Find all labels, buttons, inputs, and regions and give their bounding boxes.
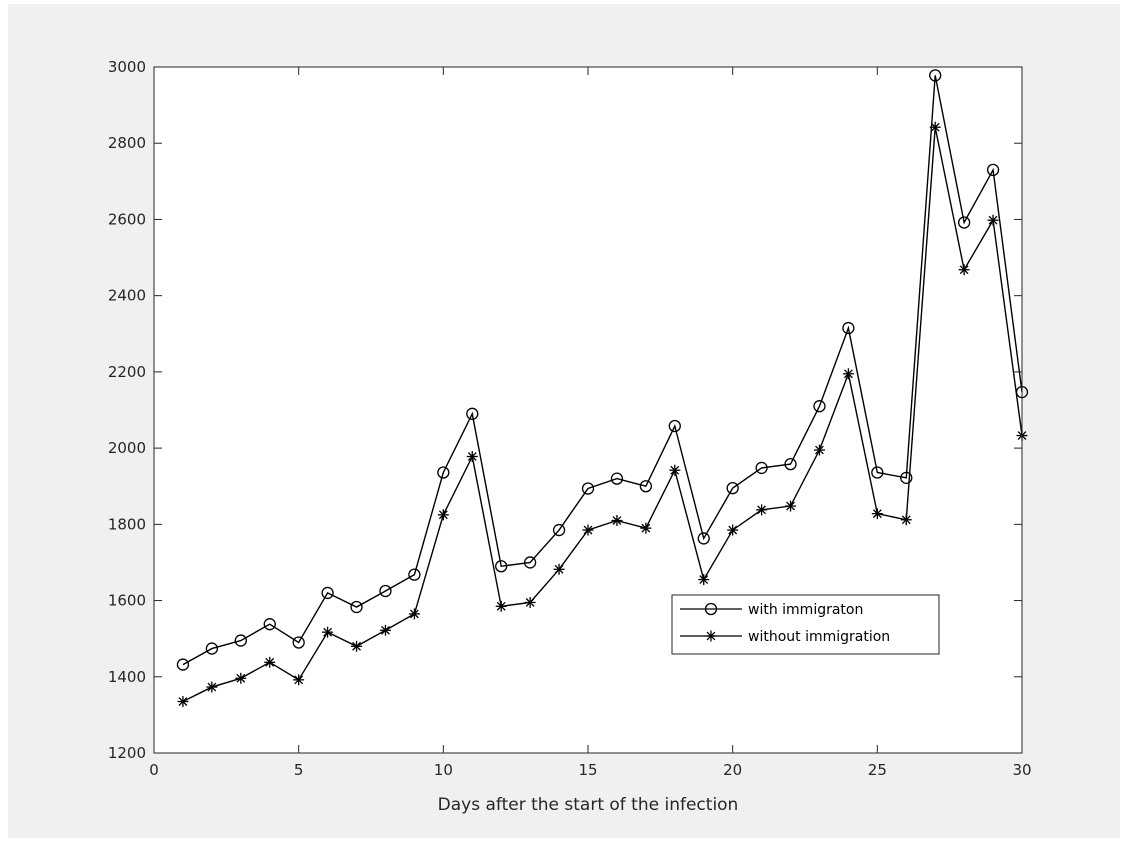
x-tick-label: 5 bbox=[294, 761, 304, 779]
y-tick-label: 3000 bbox=[108, 58, 146, 76]
data-point bbox=[900, 471, 913, 484]
data-point bbox=[668, 419, 681, 433]
data-point bbox=[321, 586, 334, 600]
data-point bbox=[177, 696, 189, 708]
x-ticks: 0 5 10 15 20 25 30 bbox=[149, 67, 1032, 779]
data-point bbox=[553, 563, 565, 575]
x-axis-label: Days after the start of the infection bbox=[438, 795, 739, 815]
legend-entry-without-immigration: without immigration bbox=[680, 629, 890, 645]
data-point bbox=[293, 674, 305, 686]
data-point bbox=[987, 214, 999, 226]
data-point bbox=[437, 466, 450, 479]
data-point bbox=[466, 450, 478, 462]
y-tick-label: 2400 bbox=[108, 287, 146, 305]
data-point bbox=[466, 407, 479, 420]
y-tick-label: 1200 bbox=[108, 744, 146, 762]
y-tick-label: 2800 bbox=[108, 134, 146, 152]
data-point bbox=[871, 508, 883, 520]
data-point bbox=[929, 121, 941, 133]
data-point bbox=[235, 672, 247, 684]
legend-circle-marker bbox=[704, 602, 718, 616]
data-point bbox=[697, 532, 710, 545]
legend-star-marker bbox=[705, 630, 717, 642]
series-line bbox=[182, 127, 1023, 703]
data-point bbox=[322, 626, 334, 638]
y-tick-label: 2000 bbox=[108, 439, 146, 457]
series-1 bbox=[176, 69, 1029, 671]
x-tick-label: 0 bbox=[149, 761, 159, 779]
legend-box bbox=[671, 594, 940, 655]
data-point bbox=[639, 480, 653, 493]
y-tick-label: 1400 bbox=[108, 668, 146, 686]
y-tick-label: 1600 bbox=[108, 592, 146, 610]
data-point bbox=[669, 464, 681, 476]
data-point bbox=[581, 482, 595, 495]
data-point bbox=[264, 656, 276, 668]
data-point bbox=[523, 556, 537, 569]
data-point bbox=[350, 600, 363, 614]
y-tick-label: 2200 bbox=[108, 363, 146, 381]
data-point bbox=[785, 500, 797, 512]
y-tick-label: 2600 bbox=[108, 210, 146, 228]
data-point bbox=[351, 640, 363, 652]
data-point bbox=[871, 466, 884, 479]
data-point bbox=[379, 584, 392, 598]
data-point bbox=[524, 596, 536, 608]
x-tick-label: 10 bbox=[434, 761, 453, 779]
data-point bbox=[784, 457, 797, 471]
data-point bbox=[582, 524, 594, 536]
x-tick-label: 30 bbox=[1012, 761, 1031, 779]
legend: with immigraton without immigration bbox=[671, 594, 940, 655]
data-point bbox=[408, 568, 421, 581]
x-tick-label: 20 bbox=[723, 761, 742, 779]
data-point bbox=[552, 523, 566, 537]
legend-label-with-immigration: with immigraton bbox=[748, 602, 863, 618]
data-point bbox=[958, 264, 970, 276]
data-point bbox=[842, 321, 855, 335]
data-point bbox=[957, 216, 971, 229]
data-point bbox=[900, 514, 912, 526]
legend-star-glyph bbox=[705, 630, 717, 642]
y-ticks: 1200 1400 1600 1800 2000 2200 2400 2600 2800 3000 bbox=[108, 58, 1022, 762]
data-point bbox=[437, 509, 449, 521]
data-point bbox=[842, 368, 854, 380]
data-point bbox=[611, 515, 623, 527]
data-point bbox=[756, 504, 768, 516]
line-chart: 0 5 10 15 20 25 30 1200 1400 1600 1800 2000 2200 240… bbox=[108, 58, 1032, 815]
data-point bbox=[727, 524, 739, 536]
data-point bbox=[206, 681, 218, 693]
series-2 bbox=[177, 121, 1028, 708]
series-layer bbox=[176, 69, 1029, 708]
data-point bbox=[726, 481, 739, 495]
data-point bbox=[610, 472, 624, 485]
data-point bbox=[813, 400, 826, 413]
data-point bbox=[698, 574, 710, 586]
data-point bbox=[176, 658, 190, 671]
data-point bbox=[640, 522, 652, 534]
x-tick-label: 15 bbox=[578, 761, 597, 779]
data-point bbox=[205, 642, 219, 655]
data-point bbox=[292, 636, 305, 649]
data-point bbox=[986, 163, 1000, 177]
figure-background: 0 5 10 15 20 25 30 1200 1400 1600 1800 2000 2200 240… bbox=[8, 4, 1120, 838]
data-point bbox=[495, 600, 507, 612]
legend-label-without-immigration: without immigration bbox=[748, 629, 890, 645]
data-point bbox=[263, 618, 276, 631]
data-point bbox=[929, 69, 942, 82]
data-point bbox=[495, 560, 508, 573]
data-point bbox=[755, 461, 768, 475]
data-point bbox=[379, 624, 391, 636]
x-tick-label: 25 bbox=[868, 761, 887, 779]
y-tick-label: 1800 bbox=[108, 515, 146, 533]
data-point bbox=[234, 634, 247, 647]
legend-entry-with-immigration: with immigraton bbox=[680, 602, 863, 618]
data-point bbox=[408, 608, 420, 620]
data-point bbox=[813, 444, 825, 456]
